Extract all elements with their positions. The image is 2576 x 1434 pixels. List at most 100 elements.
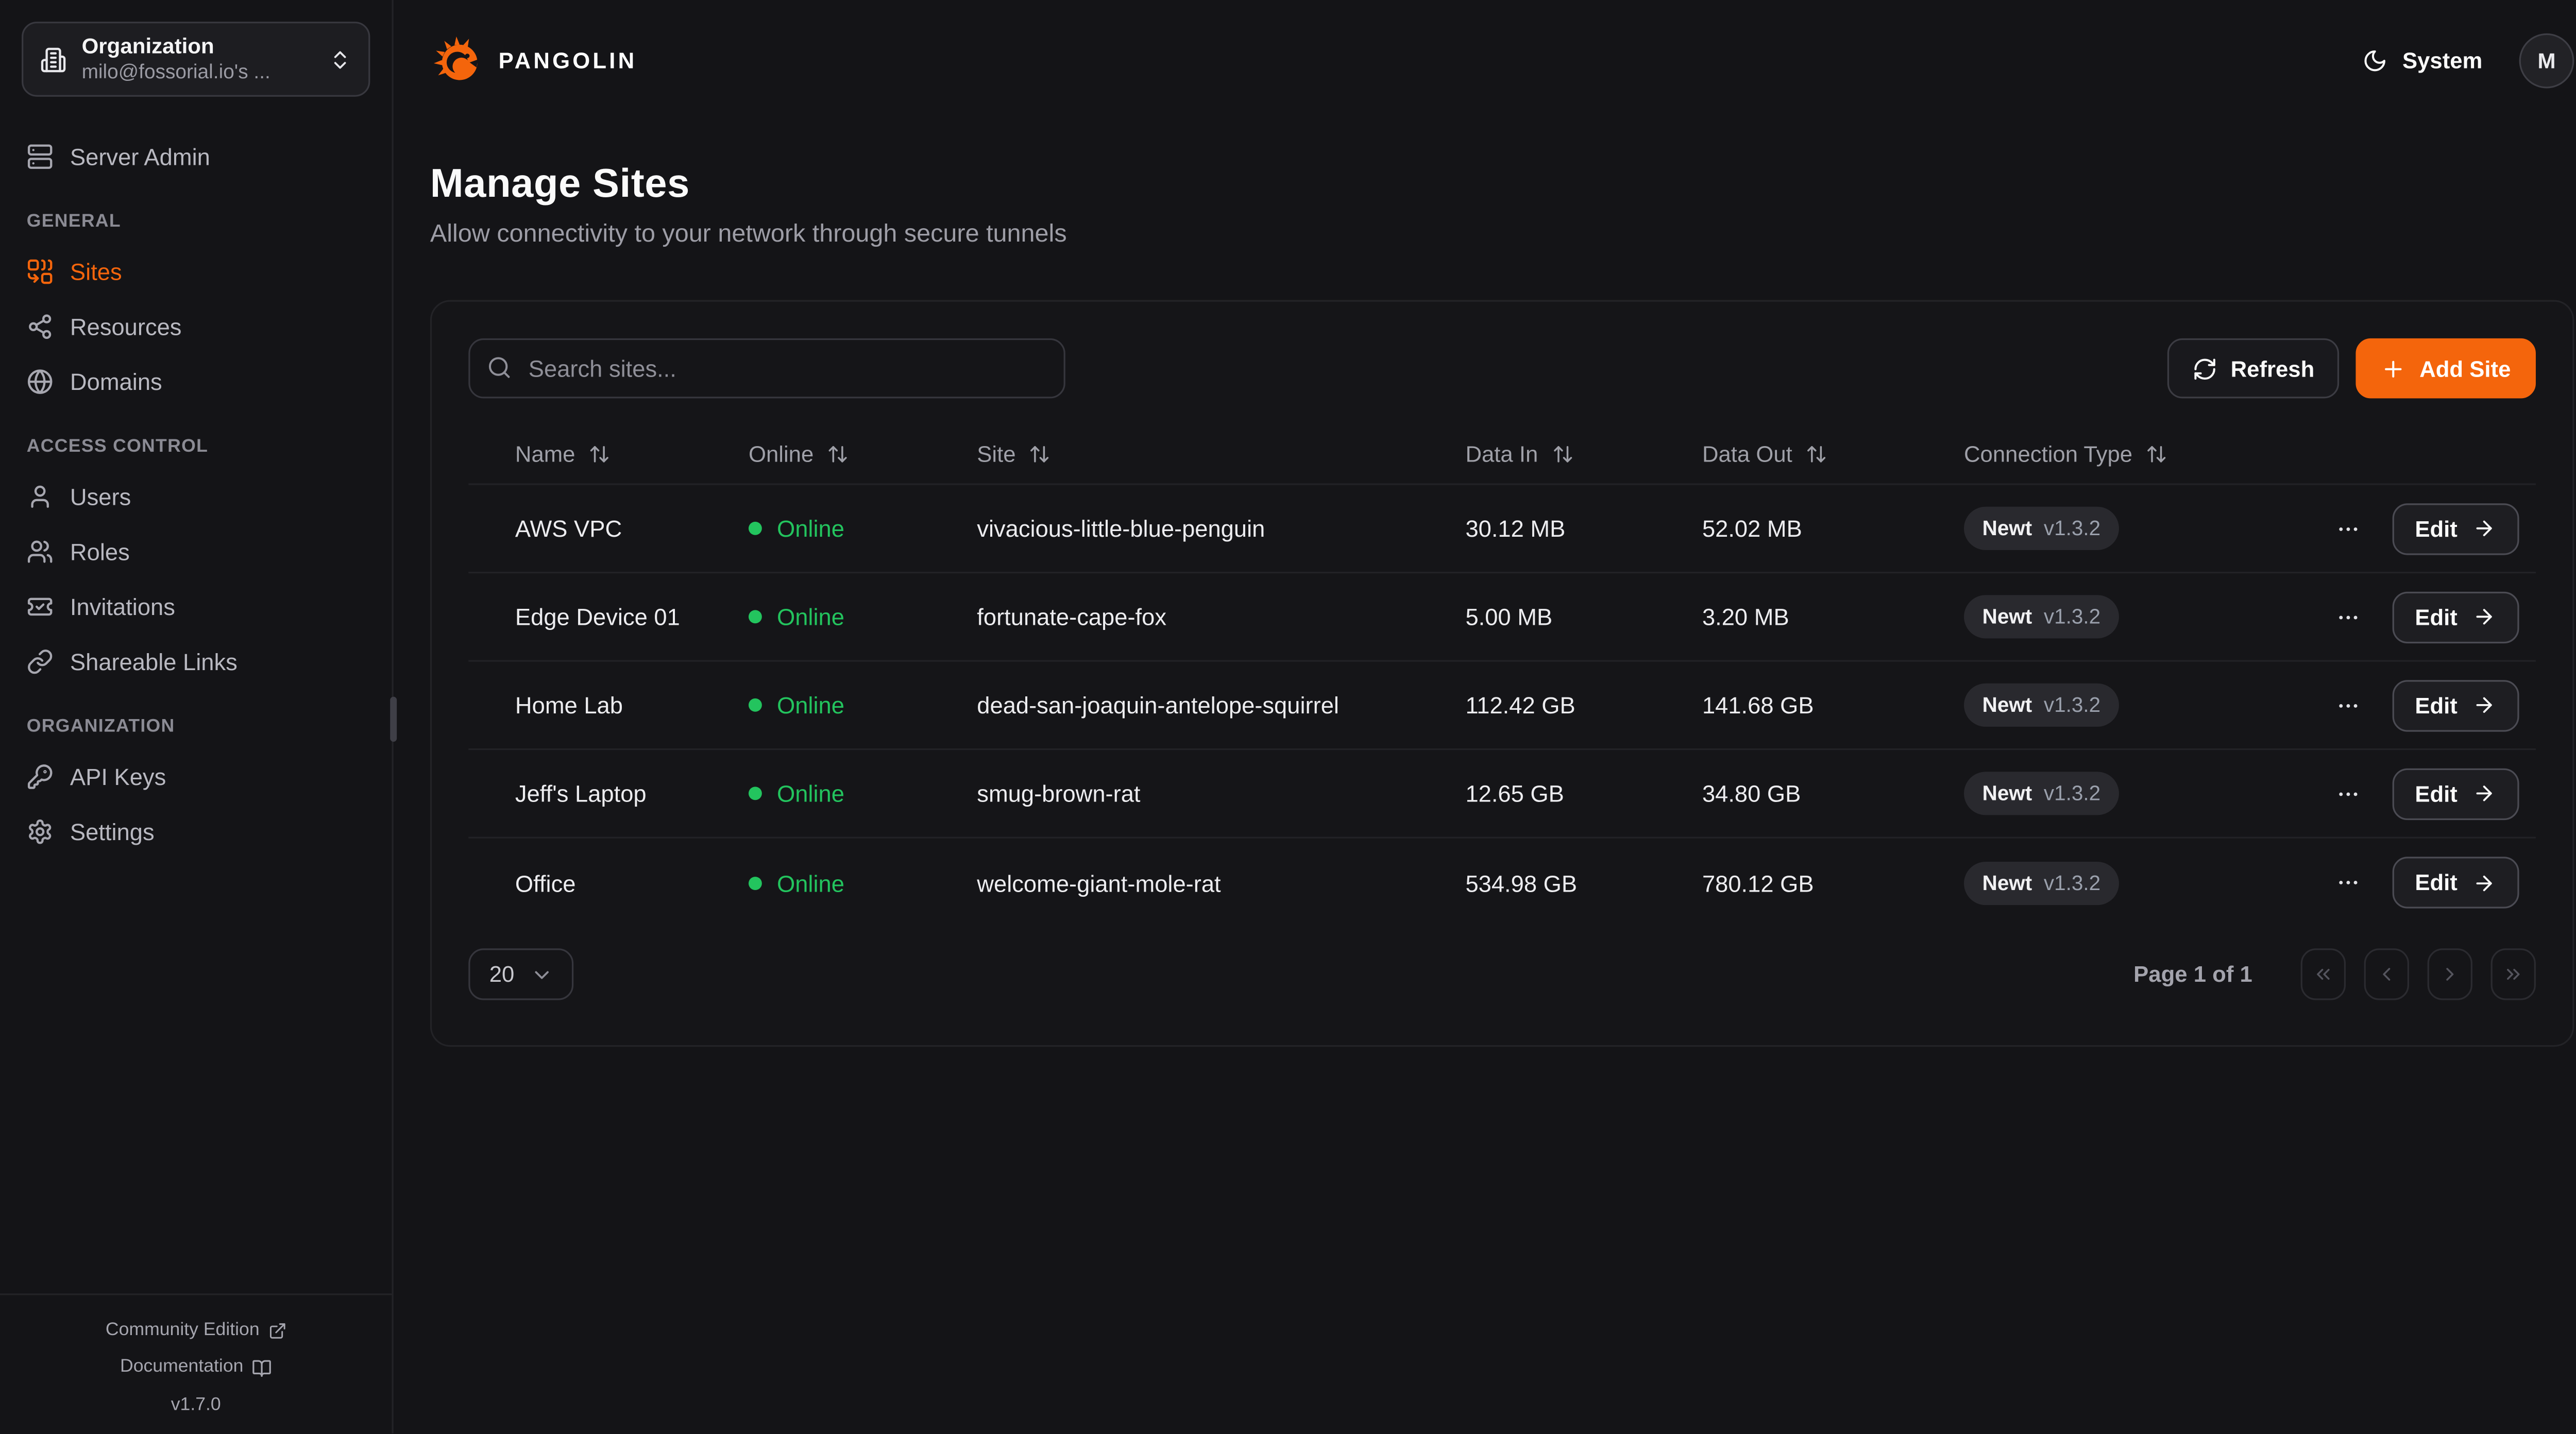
org-switcher-texts: Organization milo@fossorial.io's ... [82, 33, 270, 85]
sites-icon [27, 258, 54, 284]
row-menu-button[interactable] [2332, 778, 2363, 809]
edit-label: Edit [2415, 516, 2458, 541]
site-name-cell: Office [515, 869, 576, 896]
data-in-cell: 12.65 GB [1465, 780, 1564, 807]
community-edition-link[interactable]: Community Edition [106, 1311, 286, 1348]
add-site-button[interactable]: Add Site [2356, 338, 2536, 399]
toolbar-actions: Refresh Add Site [2167, 338, 2536, 399]
sidebar-item-shareable-links[interactable]: Shareable Links [22, 634, 370, 689]
next-page-button[interactable] [2427, 948, 2472, 1000]
main-content: PANGOLIN System M Manage Sites Allow con… [394, 0, 2576, 1433]
column-header-site[interactable]: Site [977, 442, 1465, 467]
external-link-icon [268, 1322, 286, 1341]
theme-toggle-button[interactable]: System [2362, 47, 2482, 73]
resources-icon [27, 313, 54, 339]
sidebar-item-server-admin[interactable]: Server Admin [22, 128, 370, 183]
data-in-cell: 534.98 GB [1465, 869, 1578, 896]
table-row: Home Lab Online dead-san-joaquin-antelope-… [468, 662, 2536, 750]
last-page-button[interactable] [2490, 948, 2536, 1000]
sites-card: Refresh Add Site Name Online Site Data In Da… [430, 300, 2574, 1047]
sidebar-sections: GENERAL Sites Resources Domains ACCESS CONTR… [22, 183, 370, 859]
ellipsis-icon [2338, 526, 2357, 531]
column-header-connection-type[interactable]: Connection Type [1964, 442, 2519, 467]
edit-button[interactable]: Edit [2392, 767, 2519, 820]
table-row: Jeff's Laptop Online smug-brown-rat 12.65 G… [468, 750, 2536, 839]
row-menu-button[interactable] [2332, 513, 2363, 544]
online-dot [748, 610, 762, 624]
edit-button[interactable]: Edit [2392, 679, 2519, 731]
pangolin-logo-icon [433, 36, 478, 80]
user-avatar[interactable]: M [2519, 32, 2574, 88]
refresh-button[interactable]: Refresh [2167, 338, 2340, 399]
ellipsis-icon [2335, 781, 2360, 806]
column-header-label: Site [977, 441, 1016, 467]
column-header-data-out[interactable]: Data Out [1702, 442, 1964, 467]
documentation-link[interactable]: Documentation [120, 1348, 272, 1386]
org-switcher-value: milo@fossorial.io's ... [81, 60, 270, 84]
pagination-buttons [2300, 948, 2536, 1000]
connection-type-name: Newt [1982, 517, 2032, 540]
sites-table: Name Online Site Data In Data Out Connection … [468, 425, 2536, 927]
first-page-button[interactable] [2300, 948, 2346, 1000]
row-menu-button[interactable] [2332, 689, 2363, 721]
column-header-name[interactable]: Name [515, 442, 749, 467]
version-label: v1.7.0 [171, 1394, 221, 1414]
chevron-left-icon [2376, 963, 2397, 985]
sort-icon [1029, 443, 1050, 465]
data-in-cell: 30.12 MB [1465, 515, 1566, 542]
data-in-cell: 5.00 MB [1465, 603, 1553, 630]
domains-icon [27, 368, 54, 395]
sidebar-resize-handle[interactable] [389, 696, 396, 742]
chevrons-up-down-icon [328, 47, 351, 71]
page-title: Manage Sites [430, 161, 690, 207]
data-out-cell: 52.02 MB [1702, 515, 1802, 542]
edit-label: Edit [2415, 781, 2458, 806]
ellipsis-icon [2335, 516, 2360, 541]
sidebar-item-label: Resources [70, 312, 182, 339]
column-header-data-in[interactable]: Data In [1465, 442, 1702, 467]
site-id-cell: dead-san-joaquin-antelope-squirrel [977, 691, 1339, 719]
connection-version: v1.3.2 [2043, 605, 2101, 628]
refresh-label: Refresh [2230, 355, 2315, 381]
add-site-label: Add Site [2419, 355, 2511, 381]
column-header-online[interactable]: Online [749, 442, 977, 467]
data-out-cell: 780.12 GB [1702, 869, 1814, 896]
search-input[interactable] [468, 338, 1065, 399]
ellipsis-icon [2335, 604, 2360, 629]
data-in-cell: 112.42 GB [1465, 691, 1575, 719]
previous-page-button[interactable] [2364, 948, 2410, 1000]
sidebar-item-settings[interactable]: Settings [22, 804, 370, 859]
org-switcher[interactable]: Organization milo@fossorial.io's ... [22, 22, 370, 97]
data-out-cell: 3.20 MB [1702, 603, 1789, 630]
connection-type-cell: Newt v1.3.2 [1964, 772, 2332, 815]
sidebar-item-roles[interactable]: Roles [22, 523, 370, 578]
sort-icon [590, 446, 608, 463]
organization-icon [40, 46, 67, 73]
online-dot [748, 521, 762, 535]
chevrons-left-icon [2312, 963, 2334, 985]
row-actions-cell: Edit [2332, 857, 2519, 909]
sidebar-item-users[interactable]: Users [22, 468, 370, 523]
sidebar-item-resources[interactable]: Resources [22, 298, 370, 353]
sidebar-item-domains[interactable]: Domains [22, 353, 370, 408]
sort-icon [1551, 443, 1573, 465]
sidebar-item-invitations[interactable]: Invitations [22, 578, 370, 634]
row-menu-button[interactable] [2332, 601, 2363, 633]
row-actions-cell: Edit [2332, 502, 2519, 554]
column-header-label: Data In [1465, 441, 1538, 467]
site-status-cell: Online [748, 869, 977, 896]
edit-button[interactable]: Edit [2392, 857, 2519, 909]
settings-icon [27, 817, 54, 844]
sidebar-item-api-keys[interactable]: API Keys [22, 748, 370, 804]
row-menu-button[interactable] [2332, 867, 2363, 898]
edit-button[interactable]: Edit [2392, 591, 2519, 643]
page-size-select[interactable]: 20 [468, 948, 574, 1000]
brand-logo[interactable]: PANGOLIN [430, 31, 637, 88]
book-open-icon [252, 1360, 271, 1377]
refresh-icon [2194, 357, 2215, 379]
sidebar-item-sites[interactable]: Sites [22, 243, 370, 298]
connection-version: v1.3.2 [2043, 517, 2101, 540]
connection-type-badge: Newt v1.3.2 [1964, 595, 2119, 639]
edit-button[interactable]: Edit [2392, 502, 2519, 554]
sidebar-item-label: API Keys [70, 762, 166, 790]
